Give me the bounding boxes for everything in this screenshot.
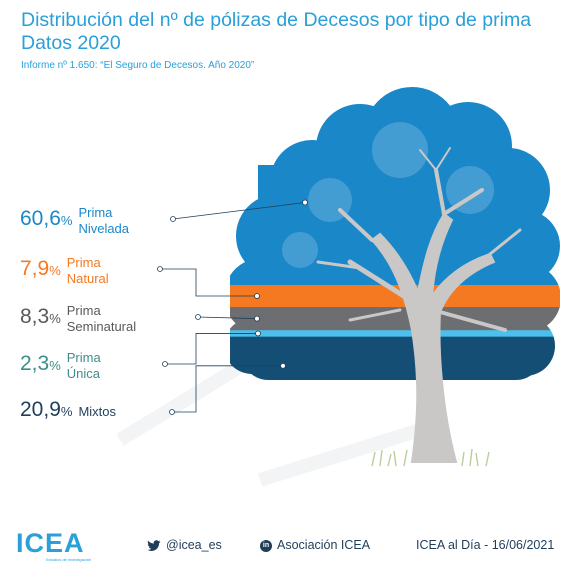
unit-label: %	[49, 311, 61, 327]
unit-label: %	[60, 404, 73, 419]
connector-line	[172, 202, 306, 220]
value-label: 2,3	[20, 352, 50, 376]
data-label: 2,3% Prima Única	[20, 350, 101, 382]
connector-end-dot	[254, 293, 260, 299]
data-label: 7,9% Prima Natural	[20, 255, 109, 287]
canopy-segment	[230, 330, 560, 338]
twitter-handle: @icea_es	[166, 538, 222, 552]
connector-start-dot	[169, 409, 175, 415]
value-label: 20,9	[20, 398, 61, 421]
connector-line	[165, 333, 258, 365]
connector-line	[160, 268, 257, 297]
category-label: Prima Única	[66, 350, 101, 381]
grass	[371, 448, 490, 467]
twitter-bird-icon	[147, 540, 161, 551]
date-text: ICEA al Día - 16/06/2021	[416, 538, 555, 552]
connectors	[157, 199, 308, 415]
tree-trunk	[316, 147, 522, 463]
unit-label: %	[49, 358, 61, 374]
canopy-segment	[230, 285, 560, 308]
background-line	[257, 423, 423, 487]
category-label: Prima Seminatural	[66, 303, 137, 334]
data-label: 20,9% Mixtos	[20, 398, 116, 422]
connector-end-dot	[302, 199, 308, 206]
connector-line	[172, 365, 283, 413]
icea-logo[interactable]: ICEA Estudios de investigación	[16, 528, 91, 562]
connector-start-dot	[170, 216, 176, 222]
unit-label: %	[49, 263, 61, 279]
connector-line	[197, 316, 258, 320]
connector-end-dot	[280, 362, 286, 369]
canopy-segment	[230, 336, 560, 380]
connector-start-dot	[195, 314, 201, 320]
connector-end-dot	[254, 315, 260, 322]
category-label: Prima Natural	[66, 255, 109, 286]
linkedin-name: Asociación ICEA	[277, 538, 371, 552]
data-label: 60,6% Prima Nivelada	[20, 205, 129, 237]
connector-start-dot	[157, 266, 163, 272]
twitter-link[interactable]: @icea_es	[147, 538, 222, 552]
category-label: Mixtos	[78, 403, 116, 419]
unit-label: %	[60, 213, 73, 229]
linkedin-icon: in	[260, 539, 272, 552]
connector-end-dot	[255, 330, 261, 337]
logo-text: ICEA	[16, 528, 85, 558]
linkedin-link[interactable]: in Asociación ICEA	[260, 538, 370, 552]
value-label: 60,6	[20, 207, 61, 231]
category-label: Prima Nivelada	[78, 205, 130, 236]
data-label: 8,3% Prima Seminatural	[20, 303, 136, 335]
chart-subtitle: Informe nº 1.650: “El Seguro de Decesos.…	[21, 60, 255, 71]
value-label: 7,9	[20, 257, 50, 281]
connector-start-dot	[162, 361, 168, 367]
canopy-segment	[230, 307, 560, 331]
chart-title: Distribución del nº de pólizas de Deceso…	[21, 9, 532, 54]
value-label: 8,3	[20, 305, 50, 329]
canopy-highlights	[282, 122, 494, 268]
logo-subtext: Estudios de investigación	[46, 557, 92, 562]
